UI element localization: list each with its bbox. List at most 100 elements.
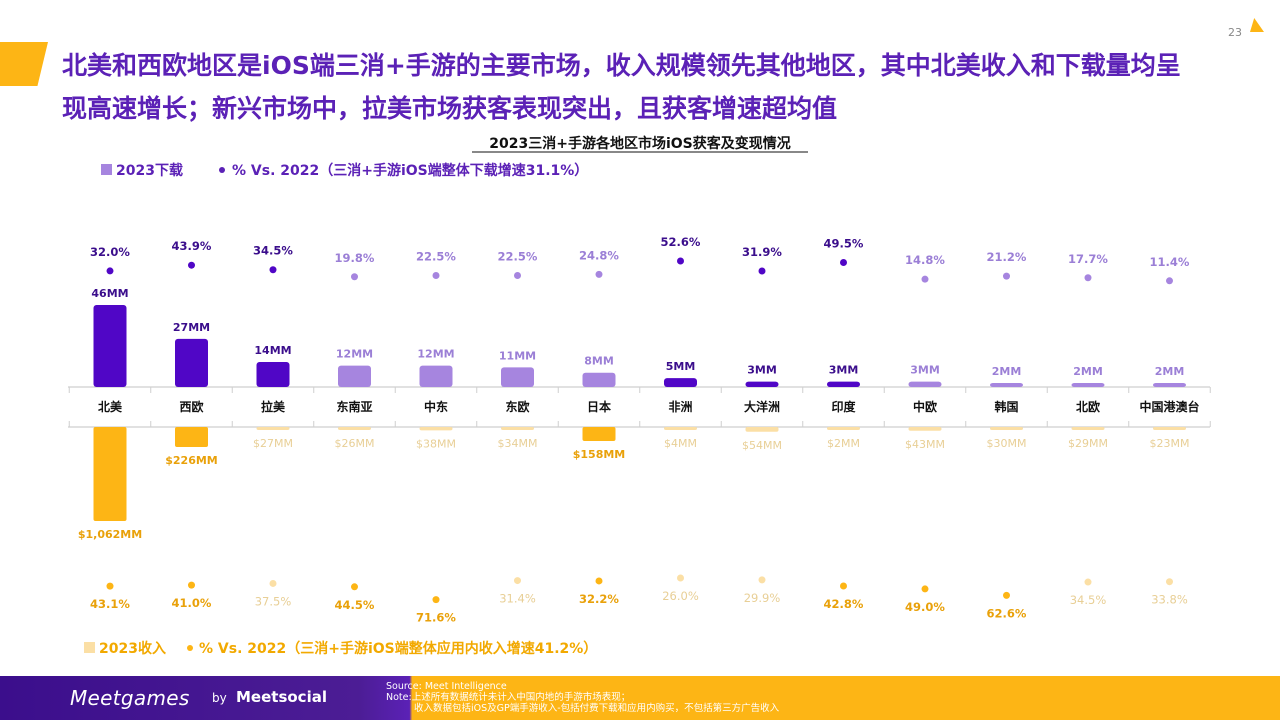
download-growth-dot	[188, 261, 195, 269]
revenue-growth-label: 49.0%	[905, 600, 945, 614]
revenue-value-label: $1,062MM	[78, 528, 142, 541]
download-value-label: 2MM	[1155, 365, 1185, 378]
revenue-value-label: $38MM	[416, 437, 456, 450]
revenue-bar	[1071, 427, 1105, 430]
download-growth-dot	[595, 270, 603, 278]
download-growth-label: 22.5%	[498, 249, 538, 263]
revenue-value-label: $23MM	[1150, 437, 1190, 450]
revenue-bar	[93, 427, 127, 521]
legend-download-growth-dot	[219, 167, 225, 173]
chart-title: 2023三消+手游各地区市场iOS获客及变现情况	[489, 135, 790, 152]
revenue-bar	[419, 427, 453, 431]
revenue-bar	[582, 427, 616, 441]
revenue-value-label: $4MM	[664, 437, 697, 450]
revenue-value-label: $34MM	[498, 437, 538, 450]
revenue-growth-dot	[840, 582, 847, 590]
revenue-growth-dot	[351, 583, 358, 591]
legend-revenue-growth-dot	[187, 645, 193, 651]
revenue-growth-dot	[269, 579, 277, 587]
download-growth-label: 21.2%	[987, 250, 1027, 264]
download-growth-dot	[758, 267, 766, 275]
download-growth-label: 24.8%	[579, 248, 619, 262]
download-growth-label: 31.9%	[742, 245, 782, 259]
download-growth-label: 32.0%	[90, 245, 130, 259]
category-label: 中东	[424, 399, 448, 414]
download-bar	[827, 381, 860, 387]
revenue-growth-label: 34.5%	[1070, 593, 1107, 607]
download-value-label: 8MM	[584, 355, 614, 368]
category-label: 东欧	[505, 399, 529, 414]
download-growth-dot	[1166, 277, 1173, 285]
download-growth-label: 43.9%	[172, 239, 212, 253]
meetsocial-logo: Meetsocial	[236, 688, 327, 706]
page-number: 23	[1228, 26, 1242, 39]
revenue-growth-label: 43.1%	[90, 597, 130, 611]
revenue-growth-label: 31.4%	[499, 592, 536, 606]
note-line-1: Note:上述所有数据统计未计入中国内地的手游市场表现；	[386, 692, 631, 703]
download-growth-label: 14.8%	[905, 253, 945, 267]
category-label: 大洋洲	[744, 399, 780, 414]
download-growth-label: 17.7%	[1068, 252, 1108, 266]
download-value-label: 14MM	[254, 344, 291, 357]
revenue-growth-label: 41.0%	[172, 596, 212, 610]
category-label: 西欧	[179, 399, 203, 414]
revenue-value-label: $226MM	[165, 454, 218, 467]
revenue-bar	[1153, 427, 1186, 430]
revenue-value-label: $26MM	[335, 437, 375, 450]
revenue-bar	[827, 427, 860, 430]
revenue-growth-label: 62.6%	[987, 606, 1027, 620]
category-label: 东南亚	[336, 399, 372, 414]
category-label: 中国港澳台	[1139, 399, 1199, 414]
download-growth-dot	[1084, 274, 1092, 282]
legend-revenue-label: 2023收入	[99, 640, 166, 657]
download-growth-dot	[514, 271, 521, 279]
meetgames-logo: Meetgames	[70, 686, 190, 710]
revenue-bar	[745, 427, 779, 432]
legend-download-growth-label: % Vs. 2022（三消+手游iOS端整体下载增速31.1%）	[232, 162, 588, 179]
revenue-bar	[908, 427, 942, 431]
revenue-bar	[664, 427, 697, 430]
revenue-growth-dot	[188, 581, 195, 589]
corner-logo-mark	[1250, 18, 1264, 32]
revenue-growth-dot	[595, 577, 603, 585]
download-growth-dot	[351, 273, 358, 281]
footer-by-text: by	[212, 691, 227, 705]
revenue-value-label: $27MM	[253, 437, 293, 450]
download-value-label: 12MM	[417, 348, 454, 361]
revenue-growth-label: 71.6%	[416, 611, 456, 625]
download-bar	[93, 305, 127, 387]
category-label: 拉美	[261, 399, 286, 414]
category-label: 韩国	[994, 399, 1018, 414]
revenue-growth-dot	[677, 574, 684, 582]
revenue-bar	[338, 427, 371, 430]
download-growth-dot	[269, 266, 277, 274]
category-label: 北美	[98, 399, 123, 414]
download-growth-label: 34.5%	[253, 244, 293, 258]
download-value-label: 11MM	[499, 349, 536, 362]
download-bar	[664, 378, 697, 387]
download-growth-label: 22.5%	[416, 249, 456, 263]
download-bar	[175, 338, 208, 387]
download-value-label: 3MM	[910, 364, 940, 377]
revenue-growth-label: 32.2%	[579, 592, 619, 606]
category-label: 非洲	[668, 399, 692, 414]
download-value-label: 3MM	[829, 364, 859, 377]
revenue-growth-label: 26.0%	[662, 589, 699, 603]
regional-chart: 2023三消+手游各地区市场iOS获客及变现情况 2023下载 % Vs. 2022…	[68, 135, 1211, 657]
footer-bar: Meetgames by Meetsocial Source: Meet Int…	[0, 676, 1280, 720]
revenue-value-label: $43MM	[905, 438, 945, 451]
revenue-growth-label: 44.5%	[335, 598, 375, 612]
download-growth-dot	[921, 275, 929, 283]
download-growth-dot	[106, 267, 114, 275]
source-line: Source: Meet Intelligence	[386, 681, 507, 692]
revenue-bar	[256, 427, 290, 430]
download-bar	[419, 365, 453, 387]
revenue-growth-dot	[432, 596, 440, 604]
revenue-value-label: $30MM	[987, 437, 1027, 450]
download-value-label: 3MM	[747, 364, 777, 377]
legend-download-label: 2023下载	[116, 162, 183, 179]
download-bar	[501, 367, 534, 387]
download-growth-dot	[840, 259, 847, 267]
revenue-growth-dot	[514, 577, 521, 585]
revenue-growth-dot	[1003, 591, 1010, 599]
